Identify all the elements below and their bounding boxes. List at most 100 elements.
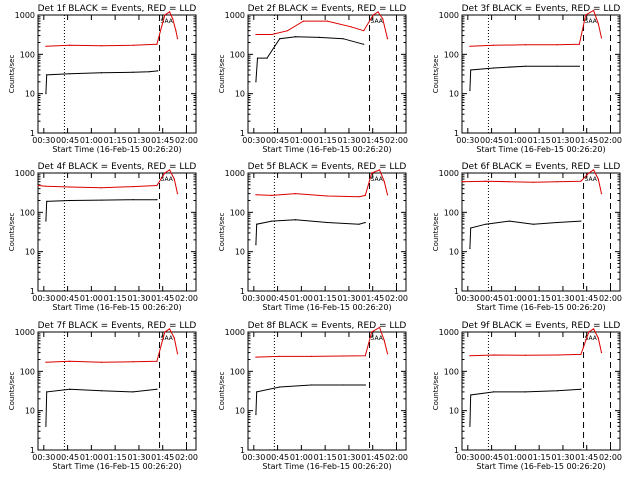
- data-point-lld: [469, 355, 471, 357]
- data-point-events: [578, 65, 580, 67]
- data-point-events: [46, 74, 48, 76]
- x-tick-label: 00:45: [56, 136, 79, 145]
- data-point-lld: [176, 38, 179, 40]
- y-tick-label: 10: [25, 407, 35, 416]
- series-line-events: [45, 388, 157, 427]
- y-tick-label: 1: [30, 129, 35, 138]
- data-point-lld: [556, 44, 558, 46]
- data-point-events: [532, 223, 534, 225]
- data-point-events: [326, 221, 328, 224]
- y-tick-label: 1: [30, 287, 35, 296]
- data-point-lld: [271, 33, 273, 36]
- data-point-events: [100, 72, 103, 74]
- y-tick-label: 10: [235, 407, 245, 416]
- data-point-events: [342, 38, 344, 40]
- y-tick-label: 1: [240, 446, 245, 455]
- data-point-lld: [378, 326, 381, 329]
- x-tick-label: 00:45: [480, 294, 503, 303]
- data-point-lld: [255, 194, 257, 196]
- x-tick-label: 01:45: [361, 453, 384, 462]
- data-point-lld: [600, 351, 603, 354]
- x-tick-label: 00:30: [32, 136, 55, 145]
- data-point-lld: [592, 9, 595, 12]
- x-tick-label: 01:45: [361, 294, 384, 303]
- data-point-lld: [45, 45, 47, 47]
- data-point-events: [364, 384, 366, 386]
- data-point-lld: [156, 360, 158, 362]
- data-point-lld: [37, 184, 39, 187]
- series-line-lld: [37, 169, 178, 194]
- x-tick-label: 01:30: [127, 136, 150, 145]
- data-point-lld: [532, 181, 534, 183]
- x-tick-label: 01:30: [337, 294, 360, 303]
- saa-marker-label: SAA: [161, 18, 174, 25]
- data-point-lld: [168, 328, 171, 330]
- data-point-events: [156, 388, 158, 390]
- data-point-lld: [164, 14, 166, 16]
- axes-frame: [461, 331, 621, 451]
- data-point-events: [556, 390, 558, 392]
- data-point-lld: [326, 195, 328, 197]
- y-tick-label: 100: [20, 367, 35, 376]
- data-point-lld: [485, 180, 487, 182]
- x-axis-label: Start Time (16-Feb-15 00:26:20): [262, 303, 391, 312]
- data-point-lld: [378, 169, 381, 171]
- x-tick-label: 00:45: [266, 453, 289, 462]
- saa-marker-label: SAA: [161, 335, 174, 342]
- data-point-lld: [493, 354, 495, 356]
- data-point-events: [470, 394, 472, 396]
- y-tick-label: 1000: [15, 328, 35, 337]
- series-line-events: [469, 388, 581, 427]
- data-point-lld: [287, 30, 289, 32]
- data-point-events: [469, 247, 471, 250]
- x-axis-label: Start Time (16-Feb-15 00:26:20): [476, 303, 605, 312]
- y-tick-label: 1000: [225, 169, 245, 178]
- x-tick-label: 01:00: [80, 294, 103, 303]
- data-point-lld: [156, 184, 158, 187]
- data-point-lld: [600, 192, 603, 195]
- y-axis-label: Counts/sec: [218, 213, 226, 252]
- data-point-events: [493, 391, 495, 393]
- data-point-events: [256, 391, 258, 393]
- data-point-events: [470, 227, 472, 229]
- data-point-lld: [597, 337, 599, 339]
- data-point-events: [271, 220, 273, 222]
- y-tick-label: 10: [25, 248, 35, 257]
- panel-title: Det 4f BLACK = Events, RED = LLD: [38, 162, 197, 172]
- data-point-lld: [578, 43, 580, 45]
- data-point-lld: [69, 360, 71, 362]
- series-line-lld: [469, 328, 602, 357]
- x-tick-label: 02:00: [599, 453, 622, 462]
- series-line-lld: [255, 11, 388, 39]
- data-point-events: [556, 221, 558, 224]
- data-point-events: [524, 391, 527, 393]
- panel-det-5f: Det 5f BLACK = Events, RED = LLD 1 10 100 10…: [218, 162, 408, 312]
- data-point-lld: [383, 340, 385, 342]
- data-point-lld: [168, 169, 171, 171]
- panel-title: Det 8f BLACK = Events, RED = LLD: [248, 321, 407, 331]
- saa-marker-label: SAA: [371, 18, 384, 25]
- x-tick-label: 02:00: [175, 453, 198, 462]
- y-tick-label: 1000: [15, 169, 35, 178]
- data-point-lld: [372, 14, 374, 16]
- x-tick-label: 00:30: [242, 294, 265, 303]
- data-point-events: [256, 57, 259, 59]
- x-tick-label: 00:45: [56, 294, 79, 303]
- series-line-events: [45, 70, 158, 94]
- data-point-events: [156, 199, 158, 201]
- x-tick-label: 01:45: [575, 136, 598, 145]
- data-point-events: [100, 199, 103, 201]
- series-line-lld: [45, 328, 178, 363]
- data-point-lld: [592, 328, 595, 330]
- x-tick-label: 01:30: [337, 453, 360, 462]
- y-tick-label: 10: [449, 90, 459, 99]
- x-tick-label: 02:00: [385, 136, 408, 145]
- y-tick-label: 1000: [439, 11, 459, 20]
- data-point-events: [469, 89, 471, 92]
- x-tick-label: 01:15: [104, 294, 127, 303]
- data-point-lld: [69, 44, 71, 46]
- series-line-events: [469, 220, 581, 249]
- x-tick-label: 02:00: [599, 294, 622, 303]
- x-tick-label: 01:30: [337, 136, 360, 145]
- data-point-events: [148, 71, 150, 73]
